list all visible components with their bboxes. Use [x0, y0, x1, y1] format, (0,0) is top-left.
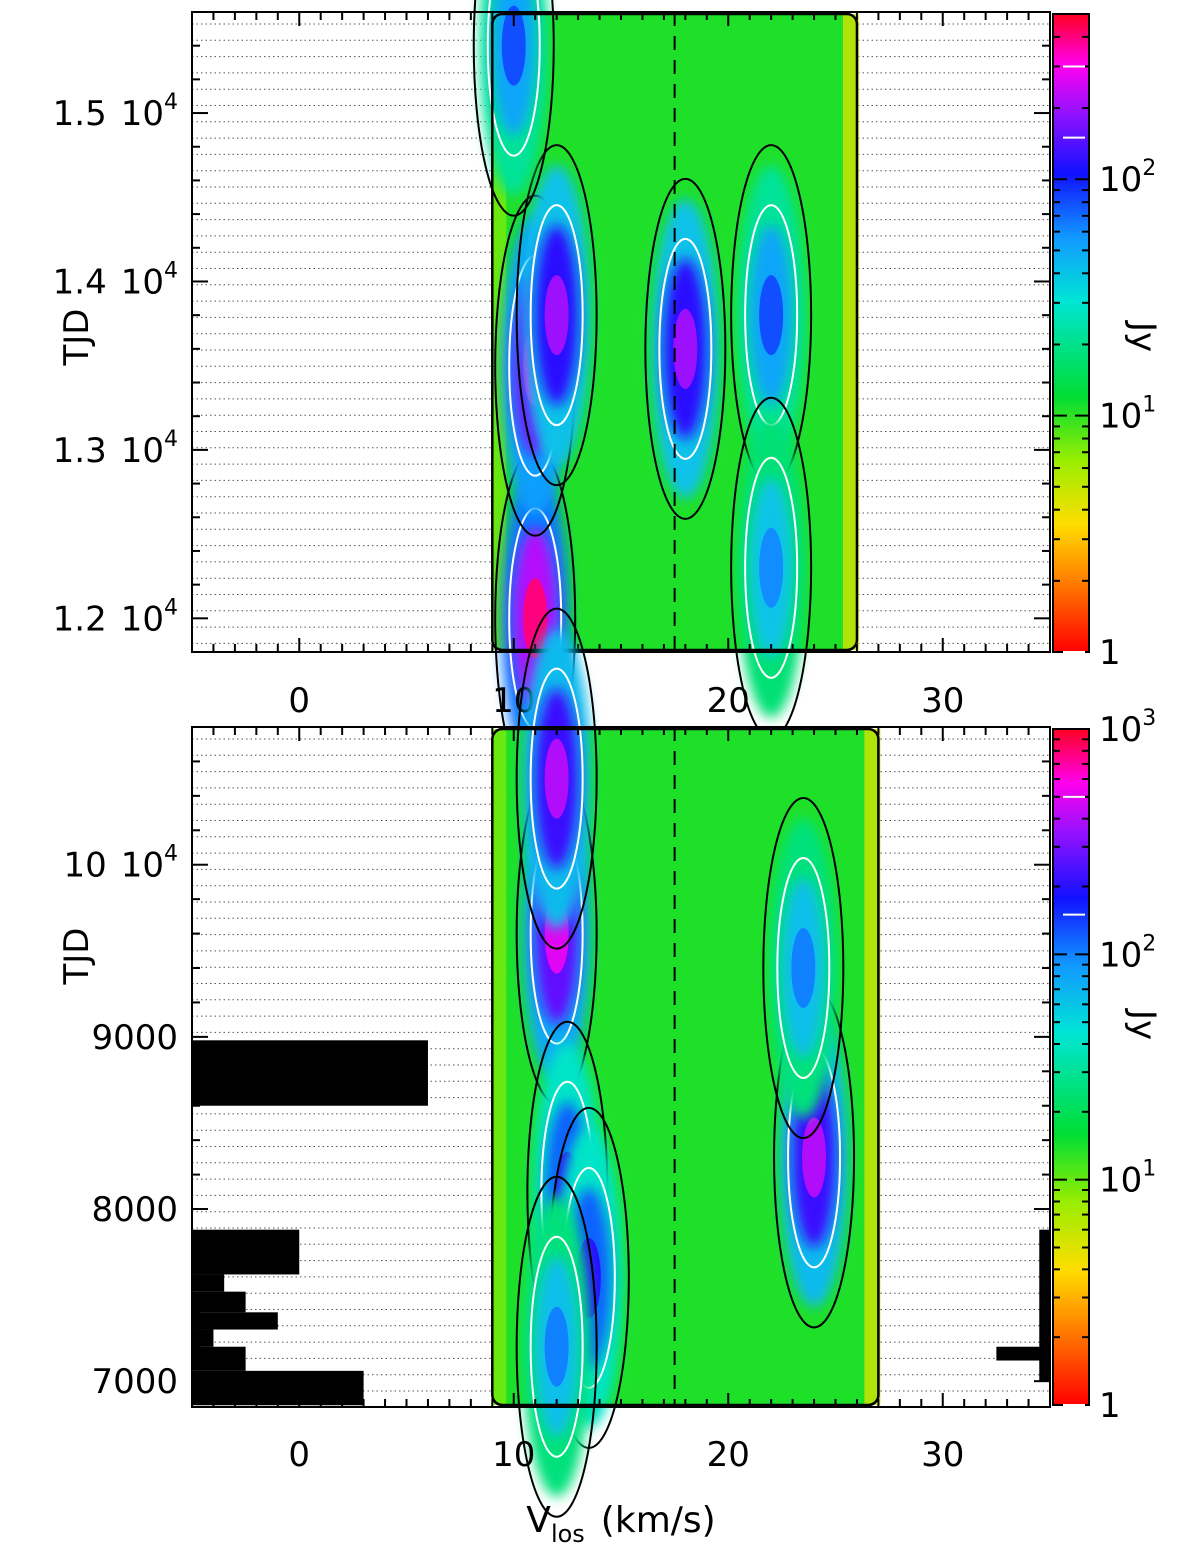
- maser-feature: [515, 607, 598, 950]
- top-heatmap: [472, 0, 859, 790]
- top-y-ticks: 1.2 104 1.3 104 1.4 104 1.5 104: [53, 11, 1050, 653]
- bottom-y-ticks: 7000 8000 9000 10 104: [63, 726, 1050, 1402]
- bottom-colorbar-ticks: 1 101 102 103: [1053, 706, 1156, 1426]
- x-tick-label: 20: [707, 681, 750, 721]
- maser-feature: [730, 396, 813, 739]
- top-colorbar-label: Jy: [1123, 320, 1163, 352]
- bottom-data-gap-blocks: [192, 1040, 1050, 1406]
- x-tick-label: 0: [288, 681, 310, 721]
- y-tick-label: 8000: [91, 1190, 178, 1230]
- emission-edge: [492, 729, 507, 1405]
- data-gap-block: [192, 1040, 428, 1106]
- bottom-heatmap: [491, 607, 881, 1518]
- data-gap-block: [192, 1346, 246, 1371]
- y-tick-label: 1.4 104: [53, 258, 178, 302]
- colorbar-tick-label: 1: [1099, 633, 1121, 673]
- colorbar-tick-label: 1: [1099, 1386, 1121, 1426]
- x-axis-label-symbol: V: [526, 1500, 551, 1541]
- x-axis-label-unit: (km/s): [601, 1500, 716, 1541]
- colorbar-tick-label: 102: [1099, 931, 1156, 975]
- data-gap-block: [192, 1291, 246, 1313]
- data-gap-block: [192, 1274, 225, 1292]
- emission-edge: [864, 729, 881, 1405]
- y-tick-label: 1.2 104: [53, 595, 178, 639]
- bottom-y-axis-label: TJD: [57, 928, 97, 986]
- bottom-colorbar: 1 101 102 103 Jy: [1052, 706, 1163, 1426]
- maser-feature: [644, 177, 727, 520]
- maser-feature: [515, 1175, 598, 1518]
- y-tick-label: 7000: [91, 1362, 178, 1402]
- bottom-x-axis-label: Vlos (km/s): [526, 1500, 715, 1548]
- y-tick-label: 9000: [91, 1018, 178, 1058]
- colorbar-tick-label: 103: [1099, 706, 1156, 750]
- colorbar-tick-label: 102: [1099, 156, 1156, 200]
- top-y-axis-label: TJD: [57, 309, 97, 367]
- x-tick-label: 30: [921, 681, 964, 721]
- x-tick-label: 10: [492, 1435, 535, 1475]
- maser-feature: [515, 144, 598, 487]
- bottom-plot-area: 0 10 20 30 7000 8000 9000 10 104: [63, 607, 1051, 1518]
- bottom-colorbar-fill: [1053, 729, 1089, 1405]
- maser-feature: [762, 797, 845, 1140]
- y-tick-label: 10 104: [63, 842, 178, 886]
- x-tick-label: 20: [707, 1435, 750, 1475]
- bottom-x-ticks: 0 10 20 30: [191, 727, 1051, 1475]
- x-tick-label: 30: [921, 1435, 964, 1475]
- emission-edge: [842, 14, 859, 650]
- top-colorbar-fill: [1053, 14, 1089, 652]
- maser-feature: [472, 0, 555, 217]
- data-gap-block: [192, 1312, 278, 1330]
- y-tick-label: 1.5 104: [53, 90, 178, 134]
- colorbar-tick-label: 101: [1099, 393, 1156, 437]
- top-colorbar: 1 101 102 Jy: [1052, 13, 1163, 673]
- y-tick-label: 1.3 104: [53, 427, 178, 471]
- colorbar-tick-label: 101: [1099, 1157, 1156, 1201]
- top-colorbar-ticks: 1 101 102: [1053, 13, 1156, 673]
- data-gap-block: [192, 1329, 214, 1347]
- x-tick-label: 0: [288, 1435, 310, 1475]
- x-axis-label-subscript: los: [551, 1520, 585, 1548]
- data-gap-block: [1039, 1229, 1050, 1382]
- bottom-colorbar-label: Jy: [1123, 1008, 1163, 1040]
- data-gap-block: [192, 1229, 300, 1275]
- data-gap-block: [996, 1346, 1050, 1361]
